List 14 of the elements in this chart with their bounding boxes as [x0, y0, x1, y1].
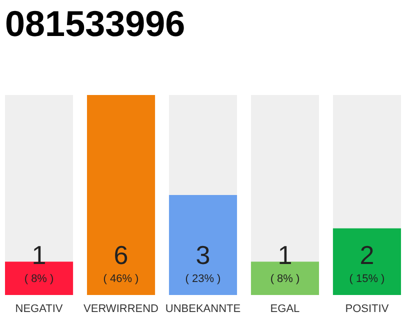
x-tick-label: VERWIRREND	[84, 303, 159, 315]
x-tick-label: EGAL	[270, 303, 300, 315]
annotation: ( 8% )	[24, 273, 54, 285]
annotation: ( 23% )	[185, 273, 221, 285]
data-label: 3	[196, 240, 210, 270]
x-tick-label: NEGATIV	[15, 303, 64, 315]
x-tick-label: UNBEKANNTE	[165, 303, 241, 315]
annotation: ( 8% )	[270, 273, 300, 285]
data-label: 6	[114, 240, 128, 270]
annotation: ( 15% )	[349, 273, 385, 285]
x-tick-label: POSITIV	[345, 303, 390, 315]
annotation: ( 46% )	[103, 273, 139, 285]
data-label: 2	[360, 240, 374, 270]
chart-title: 081533996	[5, 3, 186, 44]
